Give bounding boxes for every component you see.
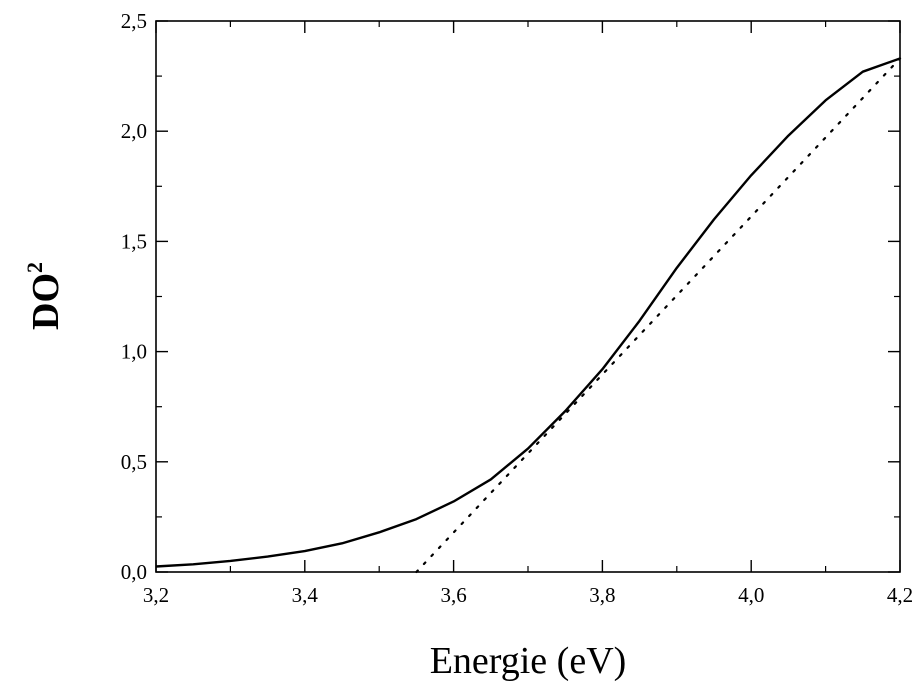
x-tick-label: 3,6: [440, 583, 466, 607]
x-tick-label: 3,2: [143, 583, 169, 607]
x-axis-title: Energie (eV): [430, 640, 627, 682]
ticks-layer: [155, 20, 901, 573]
series-layer: [155, 57, 902, 574]
y-axis-title-base: DO: [25, 273, 67, 330]
plot-area-frame: [155, 20, 901, 573]
y-tick-label: 2,0: [121, 119, 147, 143]
y-tick-label: 1,5: [121, 229, 147, 253]
y-tick-label: 2,5: [121, 9, 147, 33]
x-tick-label: 3,8: [589, 583, 615, 607]
y-tick-label: 0,5: [121, 450, 147, 474]
tick-labels-layer: 3,2 3,4 3,6 3,8 4,0 4,2 0,0 0,5 1,0 1,5 2,0 2,5: [121, 9, 913, 607]
x-tick-label: 4,0: [738, 583, 764, 607]
y-tick-label: 1,0: [121, 340, 147, 364]
y-tick-label: 0,0: [121, 560, 147, 584]
y-axis-title-superscript: 2: [22, 262, 47, 273]
absorption-curve: [155, 57, 901, 568]
x-tick-label: 4,2: [887, 583, 913, 607]
x-tick-label: 3,4: [292, 583, 319, 607]
svg-text:DO2: DO2: [22, 262, 67, 330]
y-axis-title: DO2: [22, 262, 67, 330]
tangent-fit-line: [415, 57, 902, 574]
